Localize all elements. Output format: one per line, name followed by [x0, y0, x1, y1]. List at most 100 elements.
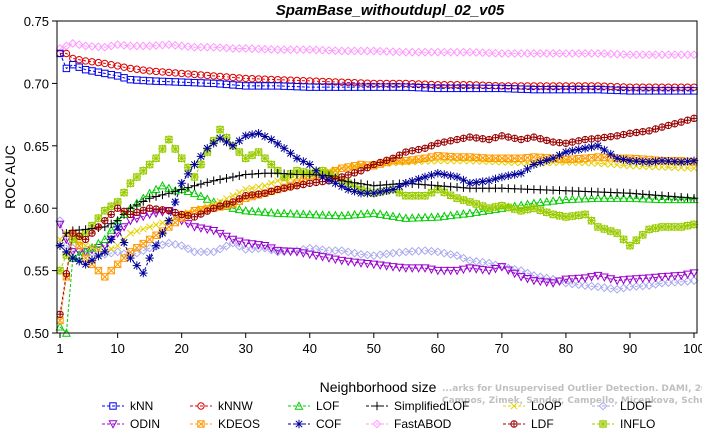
data-point-fastabod — [55, 44, 65, 53]
data-point-cof — [433, 169, 443, 178]
data-point-ldf — [607, 132, 615, 141]
legend-item-loop: LoOP — [503, 399, 562, 413]
data-point-lof — [157, 180, 168, 190]
data-point-odin — [401, 264, 411, 273]
data-point-ldof — [183, 244, 193, 254]
legend-swatch-marker — [598, 401, 608, 411]
data-point-ldof — [170, 239, 180, 249]
data-point-odin — [407, 264, 417, 273]
data-point-ldof — [330, 246, 340, 256]
data-point-ldof — [138, 246, 148, 256]
data-point-lof — [356, 209, 366, 218]
data-point-ldf — [177, 210, 186, 219]
data-point-cof — [273, 139, 282, 149]
data-point-cof — [222, 137, 231, 147]
data-point-loop — [594, 159, 602, 167]
data-point-cof — [113, 222, 122, 232]
data-point-loop — [652, 163, 660, 171]
data-point-cof — [382, 186, 391, 195]
data-point-lof — [689, 194, 699, 204]
data-point-odin — [644, 274, 654, 283]
data-point-cof — [676, 157, 686, 167]
data-point-cof — [593, 141, 603, 150]
data-point-odin — [561, 275, 571, 285]
data-point-ldf — [427, 142, 436, 150]
data-point-ldof — [478, 257, 488, 267]
data-point-ldf — [280, 184, 288, 192]
data-point-fastabod — [234, 44, 244, 53]
data-point-cof — [299, 157, 308, 166]
data-point-ldf — [165, 206, 173, 215]
data-point-simplifiedlof — [190, 181, 199, 190]
legend-label: FastABOD — [394, 417, 452, 431]
data-point-ldof — [599, 283, 609, 293]
data-point-fastabod — [510, 49, 520, 58]
legend-item-simplifiedlof: SimplifiedLOF — [366, 399, 469, 413]
data-point-cof — [94, 251, 103, 261]
data-point-loop — [126, 229, 134, 237]
data-point-ldf — [184, 211, 192, 220]
data-point-ldf — [690, 114, 698, 123]
data-point-odin — [234, 237, 244, 247]
data-point-ldof — [414, 246, 424, 256]
data-point-fastabod — [375, 46, 385, 56]
data-point-fastabod — [215, 43, 225, 53]
data-point-odin — [663, 272, 673, 282]
data-point-loop — [261, 182, 269, 190]
legend: kNN kNNW LOF SimplifiedLOF LoOP LDOF ODIN KDEOS… — [102, 399, 655, 431]
x-tick-label: 70 — [495, 341, 509, 356]
legend-label: LDF — [531, 417, 554, 431]
data-point-ldf — [242, 192, 250, 200]
data-point-ldf — [395, 151, 404, 159]
data-point-fastabod — [273, 45, 283, 55]
data-point-fastabod — [209, 42, 219, 52]
data-point-cof — [510, 170, 519, 179]
data-point-ldof — [561, 278, 571, 288]
data-point-fastabod — [254, 44, 263, 54]
data-point-kdeos — [139, 239, 147, 248]
series-line-lof — [59, 185, 694, 335]
data-point-cof — [369, 189, 378, 198]
data-point-inflo — [612, 228, 622, 238]
legend-item-ldof: LDOF — [592, 399, 652, 413]
data-point-loop — [248, 184, 256, 192]
data-point-cof — [484, 176, 494, 185]
data-point-cof — [75, 257, 84, 266]
data-point-simplifiedlof — [107, 219, 116, 228]
data-point-lof — [362, 208, 372, 218]
data-point-cof — [87, 256, 97, 265]
data-point-cof — [331, 179, 340, 188]
data-point-odin — [516, 273, 526, 282]
data-point-ldof — [343, 247, 353, 257]
data-point-fastabod — [644, 50, 654, 60]
data-point-ldof — [593, 282, 603, 292]
data-point-cof — [644, 157, 654, 167]
data-point-loop — [562, 158, 570, 166]
x-tick-label: 10 — [110, 341, 124, 356]
data-point-fastabod — [414, 47, 424, 57]
data-point-cof — [600, 145, 609, 155]
data-point-cof — [350, 187, 359, 196]
legend-item-knnw: kNNW — [190, 399, 253, 413]
data-point-odin — [305, 250, 315, 260]
data-point-odin — [414, 264, 424, 273]
data-point-simplifiedlof — [356, 179, 366, 188]
data-point-odin — [266, 244, 276, 253]
data-point-loop — [600, 160, 608, 168]
data-point-odin — [625, 275, 635, 285]
data-point-fastabod — [362, 46, 372, 56]
data-point-cof — [523, 164, 532, 174]
data-point-cof — [561, 147, 571, 157]
data-point-ldf — [306, 179, 314, 187]
legend-item-knn: kNN — [102, 399, 153, 413]
data-point-cof — [491, 174, 500, 184]
data-point-ldf — [133, 208, 141, 217]
data-point-fastabod — [222, 43, 231, 53]
data-point-odin — [439, 266, 449, 276]
data-point-ldof — [215, 244, 225, 254]
data-point-odin — [574, 274, 584, 284]
x-tick-label: 60 — [431, 341, 445, 356]
data-point-cof — [286, 149, 295, 158]
data-point-cof — [478, 177, 487, 186]
data-point-fastabod — [286, 45, 295, 55]
